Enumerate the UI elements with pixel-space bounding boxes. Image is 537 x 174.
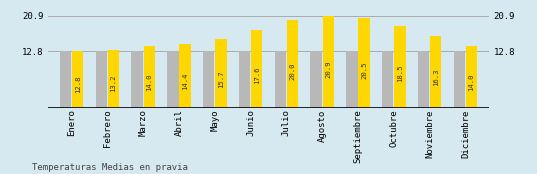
Bar [239,52,250,108]
Bar [430,36,441,108]
Text: 14.4: 14.4 [182,72,188,90]
Bar [251,30,263,108]
Bar [143,46,155,108]
Bar [60,52,71,108]
Text: 17.6: 17.6 [253,66,260,84]
Bar [274,52,286,108]
Bar [287,20,298,108]
Bar [382,52,394,108]
Bar [323,16,334,108]
Bar [108,50,119,108]
Text: 18.5: 18.5 [397,65,403,82]
Bar [179,44,191,108]
Text: 14.0: 14.0 [146,73,153,91]
Bar [454,52,465,108]
Bar [167,52,179,108]
Text: 20.9: 20.9 [325,60,331,78]
Bar [72,52,83,108]
Text: 14.0: 14.0 [468,73,475,91]
Bar [418,52,429,108]
Text: 13.2: 13.2 [111,75,117,92]
Text: 15.7: 15.7 [218,70,224,88]
Text: 20.0: 20.0 [289,62,295,80]
Bar [96,52,107,108]
Bar [466,46,477,108]
Bar [346,52,358,108]
Bar [394,26,405,108]
Bar [203,52,214,108]
Text: 12.8: 12.8 [75,76,81,93]
Text: Temperaturas Medias en pravia: Temperaturas Medias en pravia [32,163,188,172]
Bar [310,52,322,108]
Bar [215,39,227,108]
Text: 20.5: 20.5 [361,61,367,79]
Text: 16.3: 16.3 [433,69,439,86]
Bar [358,18,370,108]
Bar [132,52,143,108]
